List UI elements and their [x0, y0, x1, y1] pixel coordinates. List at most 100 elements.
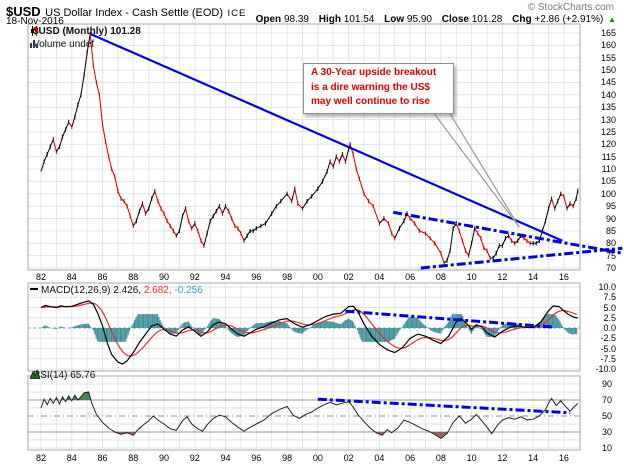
x-axis-year-label: 96 [251, 453, 262, 463]
close-value: 101.28 [471, 14, 503, 25]
price-y-axis-label: 85 [605, 225, 616, 236]
macd-name: MACD(12,26,9) [41, 285, 111, 296]
open-label: Open [255, 14, 282, 25]
x-axis-year-label: 10 [466, 272, 477, 282]
x-axis-year-label: 92 [189, 272, 200, 282]
x-axis-year-label: 82 [35, 272, 46, 282]
x-axis-year-label: 86 [97, 272, 108, 282]
price-y-axis-label: 70 [605, 263, 616, 273]
x-axis-year-label: 98 [282, 272, 293, 282]
x-axis-year-label: 90 [159, 453, 170, 463]
rsi-y-axis-label: 50 [601, 411, 612, 421]
x-axis-year-label: 06 [405, 272, 416, 282]
change-value: +2.86 (+2.91%) [534, 14, 604, 25]
x-axis-year-label: 08 [435, 453, 446, 463]
macd-signal-value: 2.682, [143, 285, 172, 296]
instrument-name: US Dollar Index - Cash Settle (EOD) [45, 7, 224, 19]
x-axis-year-label: 00 [312, 272, 323, 282]
price-y-axis-label: 115 [601, 151, 616, 162]
x-axis-year-label: 16 [558, 272, 569, 282]
price-y-axis-label: 140 [600, 89, 616, 100]
price-legend: $USD (Monthly) 101.28 [31, 26, 141, 37]
price-y-axis-label: 125 [600, 126, 616, 137]
exchange-label: ICE [227, 8, 247, 19]
macd-y-axis-label: -2.5 [600, 333, 616, 344]
price-y-axis-label: 165 [600, 28, 616, 38]
rsi-y-axis-label: 30 [601, 427, 612, 437]
macd-y-axis-label: 0.0 [603, 323, 616, 333]
macd-value: 2.426, [113, 285, 142, 296]
x-axis-year-label: 84 [66, 453, 77, 463]
price-y-axis-label: 110 [601, 164, 616, 175]
x-axis-year-label: 92 [189, 453, 200, 463]
volume-legend: Volume undef [30, 39, 94, 50]
price-y-axis-label: 130 [600, 114, 616, 125]
price-y-axis-label: 150 [600, 65, 616, 76]
x-axis-year-label: 00 [312, 453, 323, 463]
x-axis-year-label: 12 [497, 453, 508, 463]
x-axis-year-label: 94 [220, 453, 231, 463]
annotation-line: A 30-Year upside breakout [311, 67, 437, 78]
macd-legend: MACD(12,26,9) 2.426, 2.682, -0.256 [30, 285, 203, 296]
stockcharts-watermark: © StockCharts.com [527, 2, 614, 13]
x-axis-year-label: 02 [343, 272, 354, 282]
macd-y-axis-label: 10.0 [598, 282, 616, 292]
x-axis-year-label: 96 [251, 272, 262, 282]
price-y-axis-label: 120 [600, 139, 616, 150]
price-y-axis-label: 100 [600, 188, 616, 199]
price-y-axis-label: 105 [600, 176, 616, 187]
x-axis-year-label: 94 [220, 272, 231, 282]
macd-y-axis-label: -10.0 [595, 364, 616, 374]
chart-date: 18-Nov-2016 [6, 16, 64, 27]
high-label: High [318, 14, 341, 25]
x-axis-year-label: 10 [466, 453, 477, 463]
x-axis-year-label: 16 [558, 453, 569, 463]
price-y-axis-label: 90 [605, 213, 616, 224]
price-y-axis-label: 160 [600, 40, 616, 51]
symbol-label: $USD [6, 4, 41, 19]
macd-y-axis-label: 7.5 [603, 292, 616, 303]
chart-header-title: $USD US Dollar Index - Cash Settle (EOD)… [6, 3, 246, 21]
close-label: Close [441, 14, 469, 25]
x-axis-year-label: 06 [405, 453, 416, 463]
open-value: 98.39 [283, 14, 309, 25]
rsi-y-axis-label: 70 [601, 395, 612, 405]
macd-y-axis-label: 5.0 [603, 302, 616, 313]
price-y-axis-label: 145 [600, 77, 616, 88]
x-axis-year-label: 88 [128, 453, 139, 463]
x-axis-year-label: 04 [374, 272, 385, 282]
macd-histogram-value: -0.256 [174, 285, 203, 296]
x-axis-year-label: 84 [66, 272, 77, 282]
x-axis-year-label: 12 [497, 272, 508, 282]
x-axis-year-label: 02 [343, 453, 354, 463]
x-axis-year-label: 04 [374, 453, 385, 463]
price-y-axis-label: 80 [605, 238, 616, 249]
macd-line-icon [30, 288, 38, 290]
x-axis-year-label: 88 [128, 272, 139, 282]
rsi-y-axis-label: 10 [601, 443, 612, 453]
price-y-axis-label: 155 [600, 52, 616, 63]
x-axis-year-label: 98 [282, 453, 293, 463]
x-axis-year-label: 14 [528, 453, 539, 463]
up-arrow-icon: ▲ [608, 15, 616, 24]
macd-y-axis-label: -5.0 [600, 343, 616, 354]
annotation-line: may well continue to rise [311, 96, 430, 107]
ohlc-quote-bar: Open 98.39 High 101.54 Low 95.90 Close 1… [256, 14, 616, 25]
price-y-axis-label: 135 [600, 102, 616, 113]
price-y-axis-label: 95 [605, 201, 616, 212]
macd-y-axis-label: 2.5 [603, 312, 616, 323]
annotation-callout: A 30-Year upside breakout is a dire warn… [303, 63, 454, 114]
change-label: Chg [512, 14, 532, 25]
rsi-y-axis-label: 90 [601, 379, 612, 389]
low-value: 95.90 [406, 14, 432, 25]
x-axis-year-label: 86 [97, 453, 108, 463]
price-y-axis-label: 75 [605, 250, 616, 261]
rsi-legend: RSI(14) 65.76 [30, 370, 95, 381]
x-axis-year-label: 90 [159, 272, 170, 282]
low-label: Low [384, 14, 405, 25]
x-axis-year-label: 08 [435, 272, 446, 282]
macd-y-axis-label: -7.5 [600, 353, 616, 364]
x-axis-year-label: 82 [35, 453, 46, 463]
